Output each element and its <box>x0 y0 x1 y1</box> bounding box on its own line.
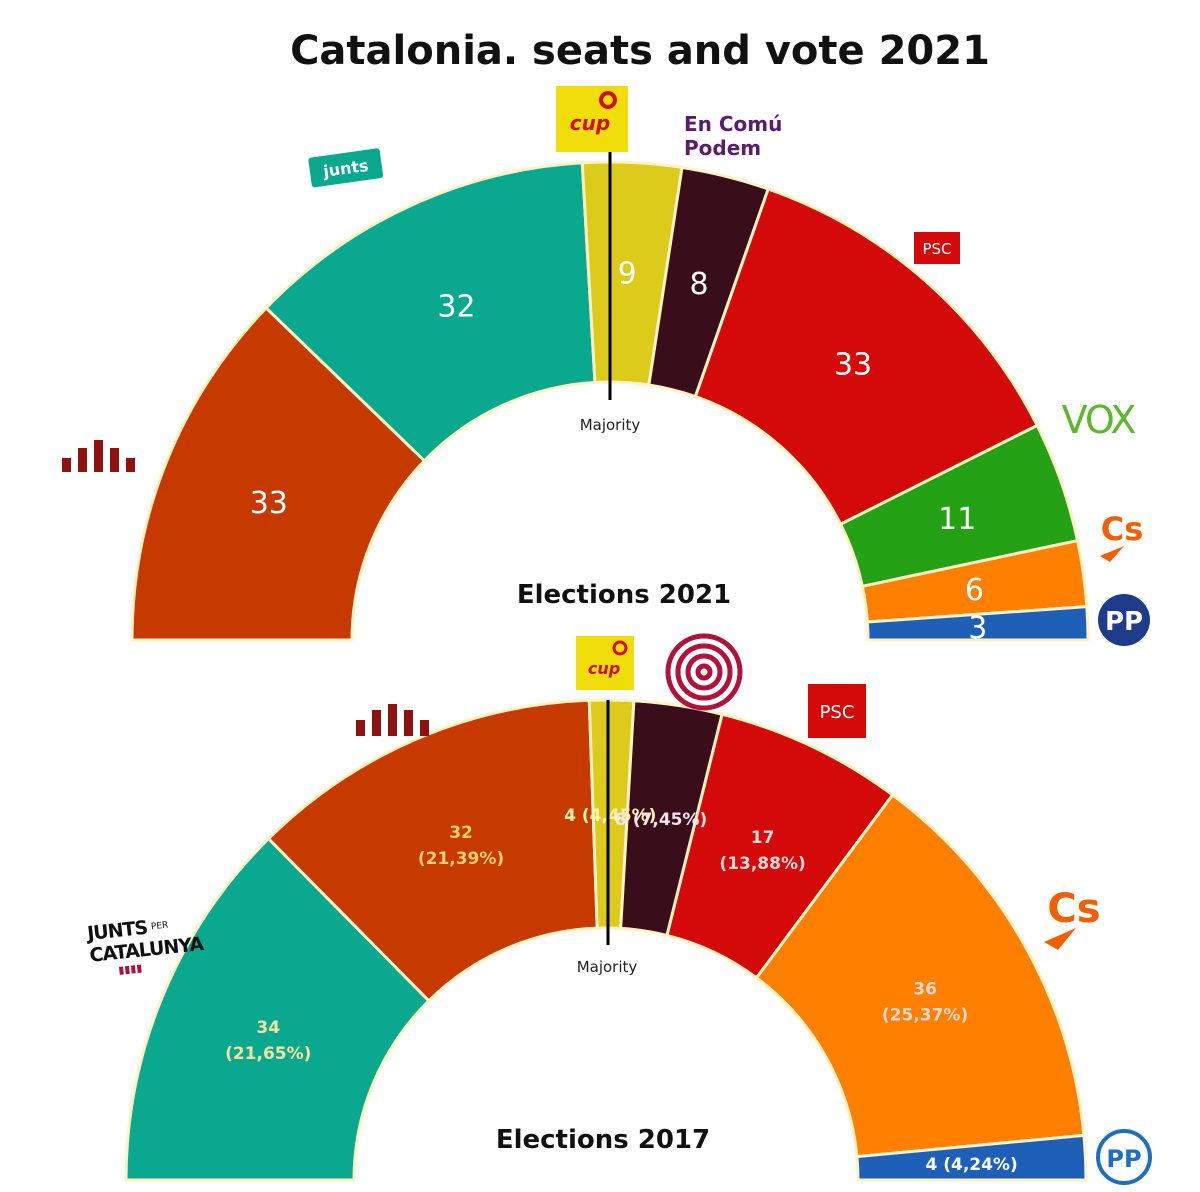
chart-title: Catalonia. seats and vote 2021 <box>290 28 990 74</box>
majority-label-2021: Majority <box>580 416 641 434</box>
erc-2017-logo-icon <box>356 704 429 736</box>
seat-label-juntsxcat: 34 (21,65%) <box>225 1018 311 1064</box>
seat-arc-psc <box>693 187 1040 527</box>
seat-labels-2021: 33 32 9 8 33 11 63 <box>250 256 988 646</box>
cup-2017-logo-icon: cup <box>576 636 634 690</box>
seat-label-pp: 3 <box>968 611 987 646</box>
erc-logo-icon <box>62 440 135 472</box>
svg-text:PSC: PSC <box>922 240 951 258</box>
seat-label-catcomu-podem: 8 (7,45%) <box>615 810 707 830</box>
seat-label-cup: 9 <box>618 256 637 291</box>
svg-text:PP: PP <box>1106 1145 1141 1173</box>
seat-label-cs: 36 (25,37%) <box>882 980 968 1026</box>
vox-logo-icon: VOX <box>1062 398 1136 442</box>
svg-text:PP: PP <box>1105 607 1143 637</box>
svg-text:Cs: Cs <box>1101 510 1144 548</box>
seat-label-erc: 33 <box>250 486 288 521</box>
seat-labels-2017: 34 (21,65%) 32 (21,39%) 4 (4,45%)8 (7,45%) 17… <box>225 806 1018 1175</box>
seat-label-psc: 17 (13,88%) <box>719 828 805 874</box>
svg-text:Cs: Cs <box>1047 886 1100 932</box>
cs-logo-icon: Cs <box>1100 510 1143 562</box>
cs-2017-logo-icon: Cs <box>1044 886 1101 950</box>
pp-logo-icon: PP <box>1098 594 1150 646</box>
subtitle-2021: Elections 2021 <box>517 580 731 610</box>
seat-arc-junts <box>264 161 597 463</box>
svg-text:cup: cup <box>588 659 620 678</box>
hemicycle-2021 <box>130 160 1090 642</box>
svg-text:cup: cup <box>570 111 610 135</box>
hemicycle-2017 <box>124 698 1088 1182</box>
catcomu-logo-icon <box>665 633 743 711</box>
seat-label-cs: 6 <box>965 573 984 608</box>
seat-label-psc: 33 <box>834 348 872 383</box>
junts-logo-icon: junts <box>308 148 384 188</box>
seat-arc-cs <box>754 792 1086 1159</box>
cup-logo-icon: cup <box>556 86 628 152</box>
seat-label-pp: 4 (4,24%) <box>925 1155 1017 1175</box>
seat-label-vox: 11 <box>938 502 976 537</box>
pp-2017-logo-icon: PP <box>1096 1129 1152 1185</box>
svg-text:En Comú: En Comú <box>684 112 782 136</box>
psc-2017-logo-icon: PSC <box>808 684 866 738</box>
seat-arc-juntsxcat <box>124 836 431 1182</box>
subtitle-2017: Elections 2017 <box>496 1125 710 1155</box>
seat-arc-erc <box>266 698 599 1003</box>
seat-arc-pp <box>865 605 1090 642</box>
svg-text:PER: PER <box>150 921 168 933</box>
seat-arc-pp <box>855 1133 1088 1182</box>
seat-label-en-comu-podem: 8 <box>689 267 708 302</box>
psc-logo-icon: PSC <box>914 232 960 264</box>
encomu-podem-logo-icon: En Comú Podem <box>684 112 782 160</box>
svg-text:PSC: PSC <box>820 702 855 723</box>
seat-label-erc: 32 (21,39%) <box>418 823 504 869</box>
seat-label-junts: 32 <box>437 290 475 325</box>
seat-label-cup: 4 (4,45%) <box>564 806 656 826</box>
svg-text:Podem: Podem <box>684 136 761 160</box>
majority-label-2017: Majority <box>577 958 638 976</box>
